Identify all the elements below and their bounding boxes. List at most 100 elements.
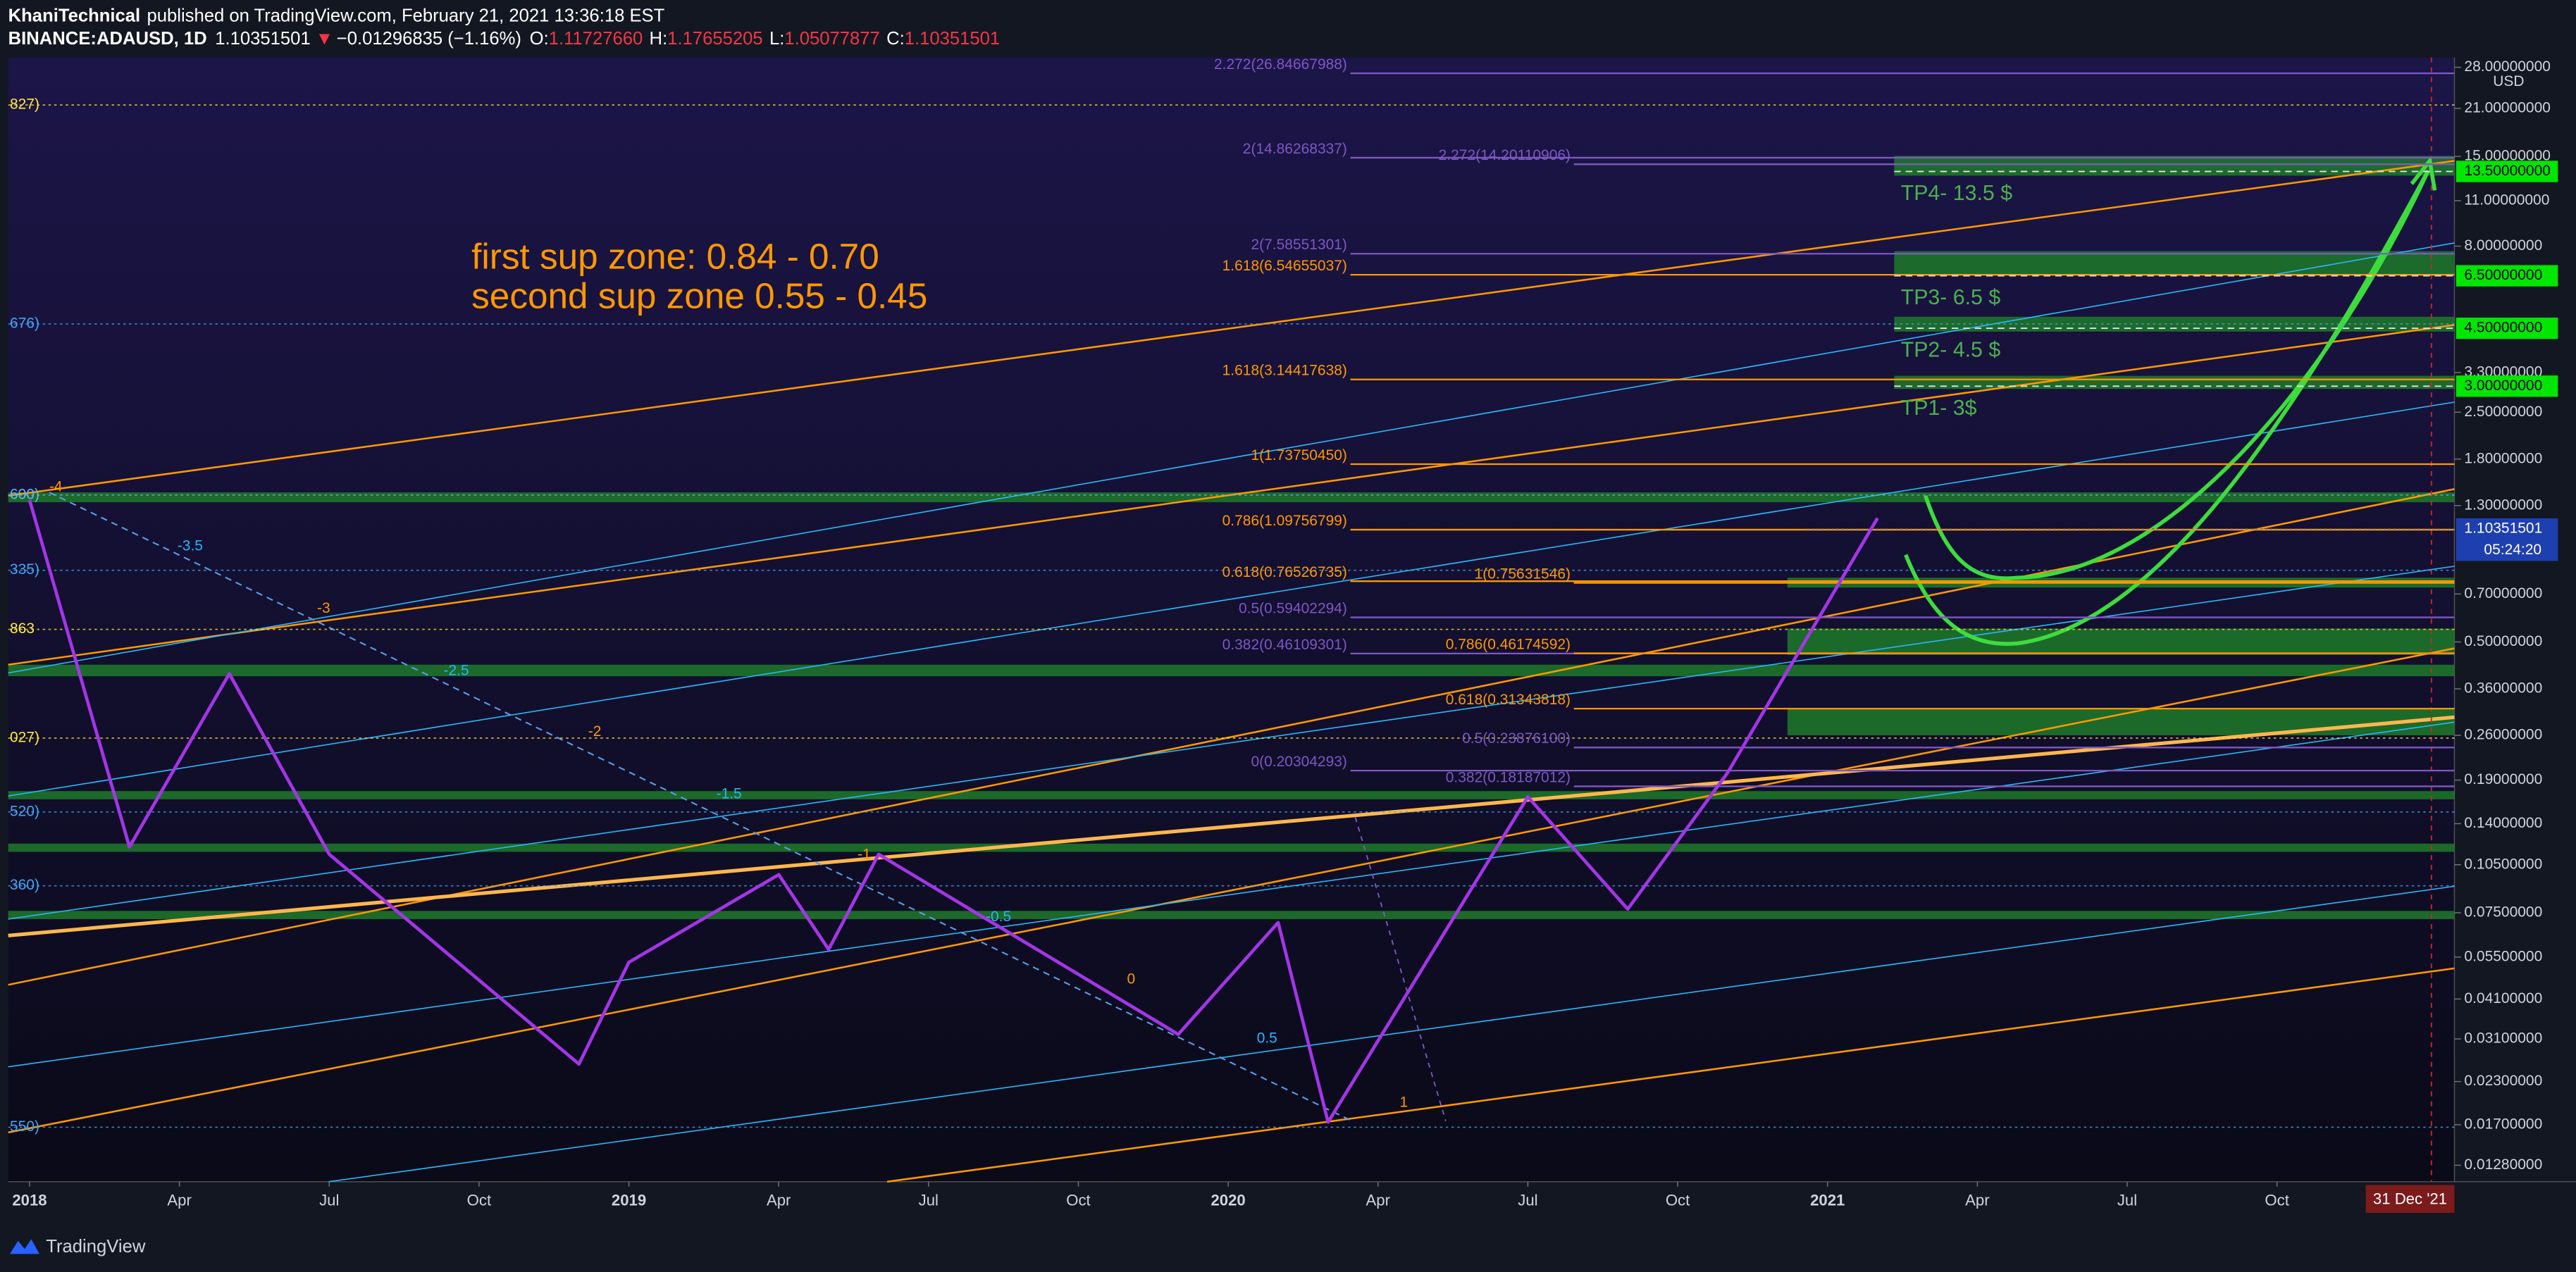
x-tick-label: Oct — [1066, 1192, 1090, 1209]
target-price: 13.50000000 — [2464, 163, 2550, 179]
fib-label: 0(0.20304293) — [1251, 754, 1346, 770]
x-tick-label: Jul — [919, 1192, 939, 1209]
fib-label: 1.618(6.54655037) — [1222, 258, 1347, 274]
target-text: TP2- 4.5 $ — [1901, 339, 2001, 362]
trend-line — [1354, 817, 1447, 1121]
y-tick-label: 0.70000000 — [2464, 585, 2542, 601]
level-label: 520) — [10, 803, 39, 819]
x-tick-label: Apr — [1366, 1192, 1390, 1209]
l-label: L: — [769, 29, 784, 49]
channel-label: -4 — [49, 479, 63, 495]
last: 1.10351501 — [215, 29, 310, 49]
y-tick-label: 21.00000000 — [2464, 99, 2550, 116]
level-label: 600) — [10, 486, 39, 502]
fib-label: 2.272(14.20110906) — [1439, 147, 1571, 163]
x-tick-label: Apr — [767, 1192, 791, 1209]
level-label: 550) — [10, 1118, 39, 1135]
fib-label: 2.272(26.84667988) — [1214, 56, 1347, 73]
y-tick-label: 0.10500000 — [2464, 856, 2542, 872]
brand: TradingView — [46, 1237, 146, 1257]
level-label: 360) — [10, 877, 39, 893]
arrow: ▼ — [316, 29, 333, 49]
y-tick-label: 2.50000000 — [2464, 404, 2542, 420]
y-tick-label: 0.03100000 — [2464, 1030, 2542, 1047]
target-badge — [2456, 265, 2558, 287]
x-tick-label: Apr — [1965, 1192, 1989, 1209]
x-tick-label: Oct — [2265, 1192, 2289, 1209]
channel-line — [8, 721, 2455, 1068]
y-tick-label: 0.50000000 — [2464, 633, 2542, 649]
x-tick-label: Jul — [1518, 1192, 1537, 1209]
high: 1.17655205 — [667, 29, 762, 49]
projection — [1904, 156, 2437, 646]
level-label: 335) — [10, 561, 39, 578]
zone — [8, 791, 2455, 799]
channel-label: 0 — [1127, 971, 1136, 987]
channel-line — [8, 242, 2455, 674]
last-price-badge — [2456, 518, 2558, 561]
price-line — [27, 499, 1879, 1124]
y-tick-label: 0.36000000 — [2464, 680, 2542, 697]
channel-label: -2 — [588, 723, 602, 740]
projection-path — [1904, 170, 2430, 646]
published: published on TradingView.com, February 2… — [147, 6, 665, 25]
zones — [8, 156, 2455, 919]
level-label: 827) — [10, 96, 39, 113]
close: 1.10351501 — [905, 29, 1000, 49]
y-tick-label: 0.01700000 — [2464, 1116, 2542, 1132]
x-tick-label: Jul — [319, 1192, 339, 1209]
fib-label: 1(1.73750450) — [1251, 447, 1346, 463]
channel-line — [8, 160, 2455, 497]
target-text: TP3- 6.5 $ — [1901, 286, 2001, 309]
annotation: first sup zone: 0.84 - 0.70 — [471, 237, 879, 277]
low: 1.05077877 — [784, 29, 879, 49]
price-axis — [2454, 57, 2576, 1182]
symbol: BINANCE:ADAUSD, 1D — [8, 29, 207, 49]
channel-line — [8, 647, 2455, 1134]
channel-labels: -4 -3.5 -3 -2.5 -2 -1.5 -1 -0.5 0 0.5 1 — [49, 479, 1408, 1111]
header-line: BINANCE:ADAUSD, 1D 1.10351501 ▼ −0.01296835… — [8, 29, 1000, 49]
zone — [1787, 628, 2455, 655]
y-tick-label: 11.00000000 — [2464, 192, 2549, 208]
zone — [8, 664, 2455, 677]
channel-line — [886, 967, 2455, 1183]
zone — [1787, 709, 2455, 735]
countdown: 05:24:20 — [2484, 542, 2541, 558]
x-tick-label: 2021 — [1810, 1192, 1845, 1209]
x-tick-label: 2019 — [612, 1192, 646, 1209]
channel-label: -3.5 — [178, 538, 203, 554]
fib-label: 0.618(0.31343818) — [1446, 692, 1571, 708]
plot: 827) 676) 600) 335) 863 027) 520) 360) 550) 2.272… — [8, 56, 2558, 1214]
target-badge — [2456, 375, 2558, 397]
channels — [8, 57, 2455, 1183]
channel-label: -1 — [857, 847, 871, 863]
x-tick-label: Apr — [167, 1192, 191, 1209]
arrow-head — [2410, 156, 2437, 191]
zone — [1894, 251, 2455, 276]
fib-label: 2(7.58551301) — [1251, 237, 1346, 253]
target-text: TP4- 13.5 $ — [1901, 182, 2012, 205]
date-badge — [2365, 1185, 2455, 1214]
target-price: 4.50000000 — [2464, 320, 2542, 336]
x-tick-label: 2020 — [1211, 1192, 1246, 1209]
y-tick-label: 0.19000000 — [2464, 771, 2542, 787]
projection-path — [1924, 170, 2430, 580]
x-tick-label: 2018 — [12, 1192, 47, 1209]
target-price: 3.00000000 — [2464, 378, 2542, 394]
y-tick-label: 0.05500000 — [2464, 948, 2542, 964]
level-label: 863 — [10, 621, 35, 637]
fib-label: 0.5(0.59402294) — [1239, 600, 1347, 616]
y-tick-label: 0.04100000 — [2464, 990, 2542, 1006]
target-badge — [2456, 161, 2558, 182]
y-tick-label: 0.07500000 — [2464, 904, 2542, 921]
zone — [8, 843, 2455, 852]
fib-label: 0.618(0.76526735) — [1222, 564, 1347, 580]
y-tick-label: 0.14000000 — [2464, 815, 2542, 831]
currency: USD — [2493, 73, 2524, 89]
target-badge — [2456, 317, 2558, 339]
channel-label: -2.5 — [444, 663, 469, 679]
target-text: TP1- 3$ — [1901, 397, 1977, 420]
author: KhaniTechnical — [8, 6, 141, 25]
target-price: 6.50000000 — [2464, 267, 2542, 283]
